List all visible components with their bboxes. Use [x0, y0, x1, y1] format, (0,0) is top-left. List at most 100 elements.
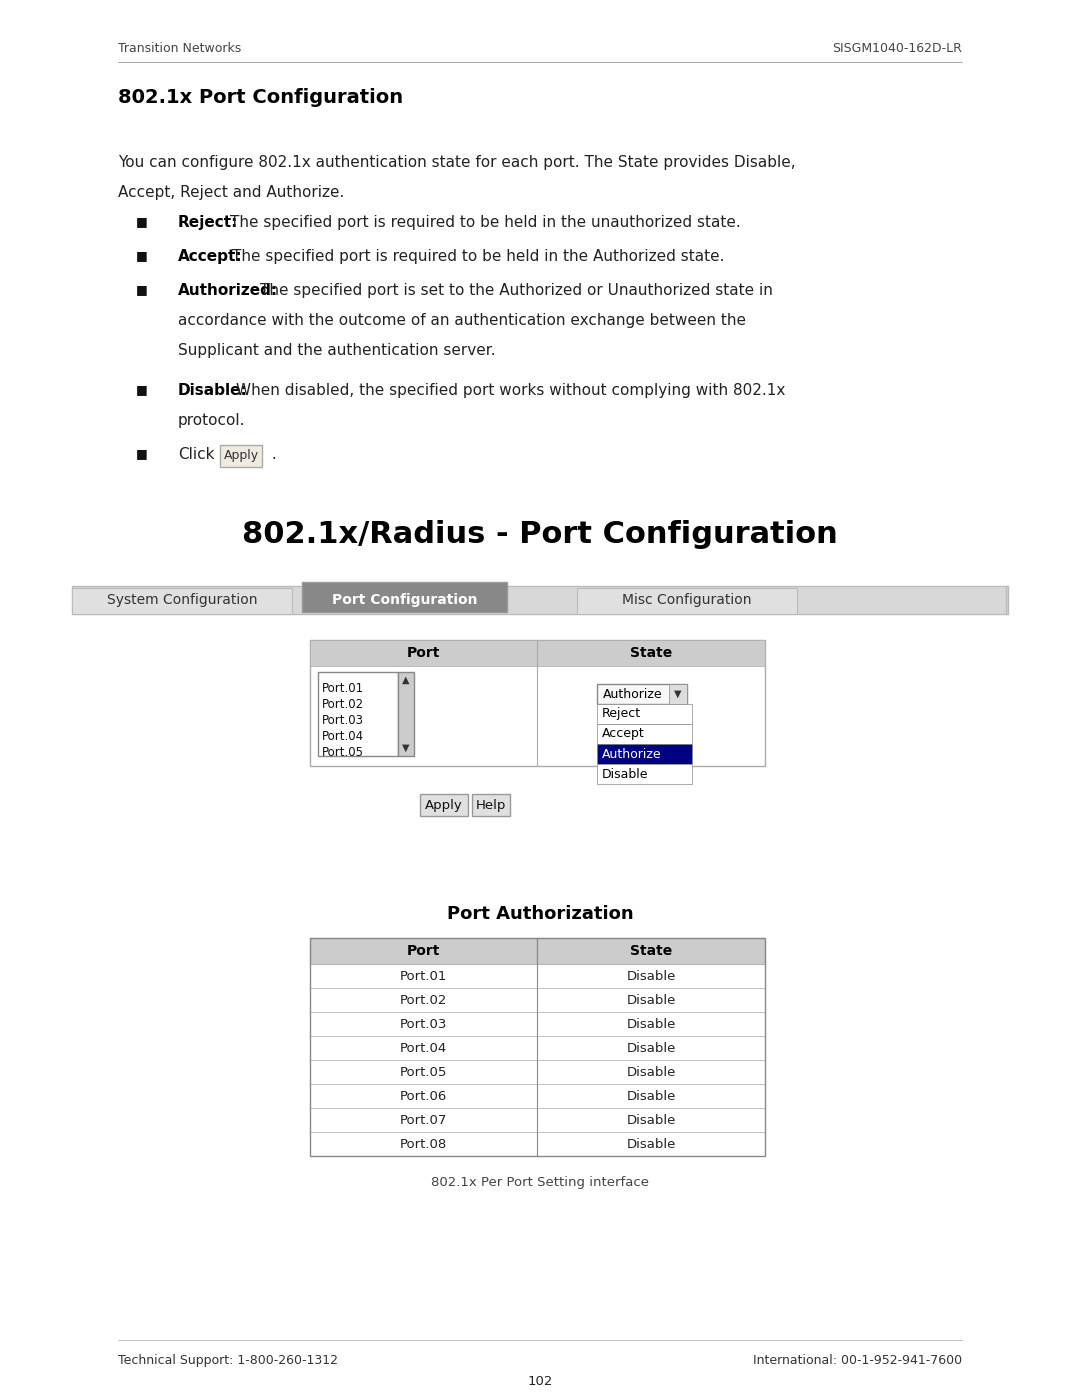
Text: 102: 102: [527, 1375, 553, 1389]
Text: System Configuration: System Configuration: [107, 592, 257, 608]
Bar: [597, 704, 692, 724]
Bar: [537, 1108, 765, 1132]
Bar: [310, 1108, 537, 1132]
Bar: [310, 988, 537, 1011]
Text: Disable: Disable: [626, 1137, 676, 1151]
Text: protocol.: protocol.: [178, 414, 245, 427]
Bar: [302, 583, 507, 612]
Bar: [310, 1011, 537, 1037]
Text: Disable:: Disable:: [178, 383, 247, 398]
Bar: [310, 1037, 537, 1060]
Text: Port: Port: [407, 645, 441, 659]
Bar: [577, 588, 797, 615]
Text: You can configure 802.1x authentication state for each port. The State provides : You can configure 802.1x authentication …: [118, 155, 796, 170]
Text: Disable: Disable: [626, 1042, 676, 1055]
Bar: [537, 964, 765, 988]
Text: Port: Port: [407, 944, 441, 958]
Bar: [537, 1084, 765, 1108]
Text: State: State: [630, 944, 672, 958]
Bar: [72, 588, 292, 615]
Text: 802.1x Per Port Setting interface: 802.1x Per Port Setting interface: [431, 1176, 649, 1189]
Text: Technical Support: 1-800-260-1312: Technical Support: 1-800-260-1312: [118, 1354, 338, 1368]
Bar: [537, 1011, 765, 1037]
Text: State: State: [630, 645, 672, 659]
Bar: [537, 640, 765, 666]
Text: When disabled, the specified port works without complying with 802.1x: When disabled, the specified port works …: [237, 383, 785, 398]
Text: accordance with the outcome of an authentication exchange between the: accordance with the outcome of an authen…: [178, 313, 746, 328]
Text: Port.07: Port.07: [400, 1113, 447, 1126]
Text: Authorize: Authorize: [603, 687, 663, 700]
Text: Disable: Disable: [626, 1113, 676, 1126]
Bar: [597, 764, 692, 784]
Bar: [472, 793, 510, 816]
Text: Accept: Accept: [602, 728, 645, 740]
Text: Reject: Reject: [602, 707, 642, 721]
Bar: [537, 1037, 765, 1060]
Text: Port.03: Port.03: [400, 1017, 447, 1031]
Text: International: 00-1-952-941-7600: International: 00-1-952-941-7600: [753, 1354, 962, 1368]
Bar: [537, 988, 765, 1011]
Text: ■: ■: [136, 383, 148, 395]
Text: Supplicant and the authentication server.: Supplicant and the authentication server…: [178, 344, 496, 358]
Text: The specified port is required to be held in the Authorized state.: The specified port is required to be hel…: [232, 249, 725, 264]
Bar: [310, 937, 537, 964]
Bar: [310, 964, 537, 988]
Text: ■: ■: [136, 249, 148, 263]
Text: Port.02: Port.02: [322, 697, 364, 711]
Bar: [537, 1060, 765, 1084]
Text: Authorize: Authorize: [602, 747, 662, 760]
Text: Accept, Reject and Authorize.: Accept, Reject and Authorize.: [118, 184, 345, 200]
Bar: [597, 685, 687, 704]
Text: 802.1x/Radius - Port Configuration: 802.1x/Radius - Port Configuration: [242, 520, 838, 549]
Text: SISGM1040-162D-LR: SISGM1040-162D-LR: [832, 42, 962, 54]
Text: Accept:: Accept:: [178, 249, 243, 264]
Bar: [220, 446, 262, 467]
Bar: [310, 1084, 537, 1108]
Text: ■: ■: [136, 284, 148, 296]
Text: Disable: Disable: [626, 1066, 676, 1078]
Text: Disable: Disable: [602, 767, 648, 781]
Text: Reject:: Reject:: [178, 215, 239, 231]
Text: Port Configuration: Port Configuration: [332, 592, 477, 608]
Bar: [310, 1060, 537, 1084]
Text: ▼: ▼: [674, 689, 681, 698]
Text: Apply: Apply: [224, 450, 258, 462]
Text: Authorized:: Authorized:: [178, 284, 279, 298]
Bar: [310, 640, 765, 766]
Text: Misc Configuration: Misc Configuration: [622, 592, 752, 608]
Bar: [72, 585, 1008, 615]
Text: ■: ■: [136, 215, 148, 228]
Text: Port.06: Port.06: [400, 1090, 447, 1102]
Bar: [310, 640, 537, 666]
Text: Port.01: Port.01: [322, 682, 364, 694]
Text: Port.04: Port.04: [400, 1042, 447, 1055]
Text: Port.08: Port.08: [400, 1137, 447, 1151]
Bar: [537, 937, 765, 964]
Text: Apply: Apply: [426, 799, 463, 812]
Bar: [420, 793, 468, 816]
Text: Disable: Disable: [626, 970, 676, 982]
Bar: [310, 937, 765, 1155]
Text: Port.02: Port.02: [400, 993, 447, 1006]
Bar: [318, 672, 399, 756]
Text: Help: Help: [476, 799, 507, 812]
Text: ■: ■: [136, 447, 148, 460]
Bar: [537, 1132, 765, 1155]
Text: 802.1x Port Configuration: 802.1x Port Configuration: [118, 88, 403, 108]
Text: ▲: ▲: [402, 675, 409, 685]
Text: Port.05: Port.05: [400, 1066, 447, 1078]
Text: Port.04: Port.04: [322, 729, 364, 742]
Text: Port.01: Port.01: [400, 970, 447, 982]
Text: Click: Click: [178, 447, 215, 462]
Bar: [310, 1132, 537, 1155]
Text: Port.03: Port.03: [322, 714, 364, 726]
Text: Disable: Disable: [626, 1017, 676, 1031]
Text: The specified port is required to be held in the unauthorized state.: The specified port is required to be hel…: [230, 215, 741, 231]
Text: .: .: [267, 447, 276, 462]
Text: ▼: ▼: [402, 743, 409, 753]
Text: The specified port is set to the Authorized or Unauthorized state in: The specified port is set to the Authori…: [260, 284, 773, 298]
Text: Disable: Disable: [626, 993, 676, 1006]
Text: Port.05: Port.05: [322, 746, 364, 759]
Text: Port Authorization: Port Authorization: [447, 905, 633, 923]
Bar: [669, 685, 687, 704]
